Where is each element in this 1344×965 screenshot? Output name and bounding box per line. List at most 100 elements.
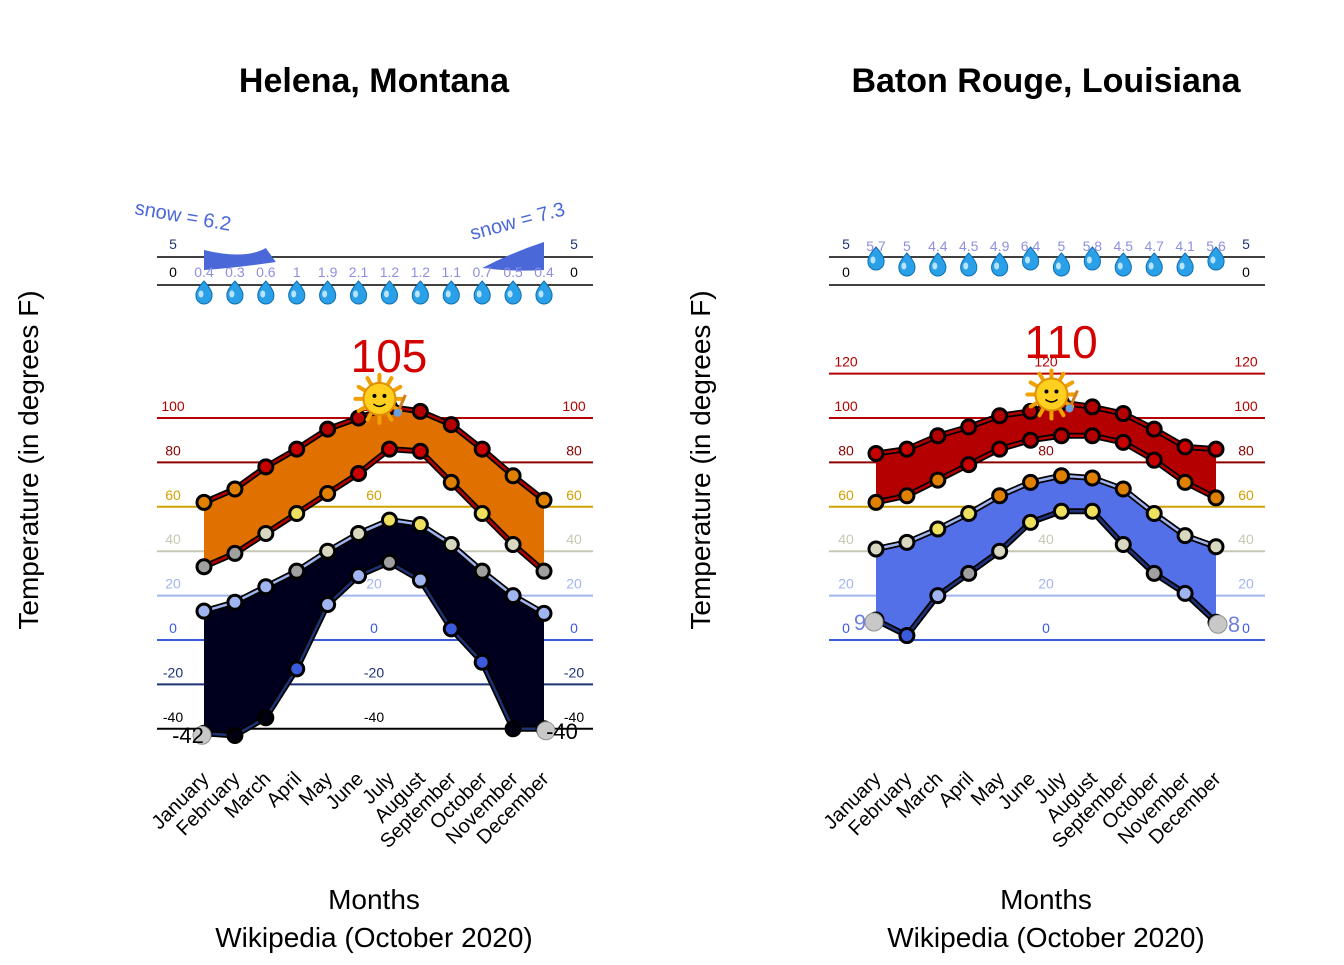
data-point [257,524,275,542]
raindrop-shape [1145,252,1163,277]
precip-value-label: 4.9 [990,238,1010,254]
data-point [257,709,275,727]
raindrop-icon [1021,246,1040,271]
precip-scale-max-left: 5 [842,236,850,252]
data-point [1022,473,1040,491]
y-tick-label-left: -40 [163,709,183,725]
record-high-label: 110 [1024,316,1097,368]
raindrop-icon [898,252,916,277]
raindrop-shape [1114,252,1132,277]
record-high-label: 105 [351,330,428,382]
raindrop-shape [535,280,553,305]
chart-panel-1: Helena, Montana Temperature (in degrees F… [13,62,593,953]
warm-band [876,402,1216,503]
data-point [442,416,460,434]
sun-mouth [372,403,386,408]
raindrop-icon [867,246,885,271]
record-low-label-right: -40 [546,719,578,744]
raindrop-shape [1052,252,1071,277]
y-tick-label-center: 80 [1038,442,1054,458]
precip-value-label: 4.1 [1175,238,1195,254]
raindrop-highlight [291,290,297,298]
raindrop-shape [195,280,213,305]
precip-value-label: 1.1 [442,264,462,280]
data-point [473,440,491,458]
raindrop-highlight [445,290,451,298]
precip-scale-min-right: 0 [1242,264,1250,280]
raindrop-icon [1145,252,1163,277]
sun-face [362,381,397,416]
data-point [1022,513,1040,531]
data-point [1083,469,1101,487]
raindrop-icon [349,280,368,305]
sun-mouth [1044,398,1058,403]
raindrop-highlight [901,262,907,270]
raindrop-shape [349,280,368,305]
precip-value-label: 6.4 [1021,238,1041,254]
data-point [991,407,1009,425]
precip-value-label: 1.2 [380,264,400,280]
data-point [1052,502,1070,520]
data-point [350,409,368,427]
data-point [867,493,885,511]
precip-value-label: 0.6 [256,264,276,280]
data-point [1083,427,1101,445]
raindrop-shape [867,246,885,271]
y-tick-label-center: 20 [1038,576,1054,592]
y-tick-label-right: 80 [1238,442,1254,458]
data-point [411,402,429,420]
y-tick-label-center: 120 [1034,354,1058,370]
data-point [1114,480,1132,498]
precip-value-label: 0.4 [534,264,554,280]
data-point [1207,538,1225,556]
data-point [898,487,916,505]
data-point [929,520,947,538]
raindrop-shape [1021,246,1040,271]
raindrop-icon [1052,252,1071,277]
data-point [535,491,553,509]
data-point [442,536,460,554]
y-tick-label-right: 80 [566,442,582,458]
data-point [1176,527,1194,545]
y-tick-label-left: 40 [838,531,854,547]
data-point [350,567,368,585]
data-point [929,427,947,445]
data-point [1052,467,1070,485]
sun-eye [1044,389,1049,394]
snow-shape-right [482,242,544,271]
data-point [319,484,337,502]
chart-title: Helena, Montana [239,62,510,100]
data-point [535,604,553,622]
data-point [504,536,522,554]
data-point [1207,489,1225,507]
precip-value-label: 4.5 [1114,238,1134,254]
y-tick-label-left: 80 [838,442,854,458]
record-low-label-right: 8 [1228,612,1240,637]
data-point [1207,440,1225,458]
data-point [1114,433,1132,451]
precip-scale-min-right: 0 [570,264,578,280]
raindrop-shape [442,280,460,305]
data-point [319,595,337,613]
data-point [991,542,1009,560]
y-axis-label: Temperature (in degrees F) [13,290,44,629]
data-point [1176,438,1194,456]
cool-band [876,475,1216,636]
data-point [960,418,978,436]
precip-scale-max-right: 5 [1242,236,1250,252]
raindrop-icon [226,280,244,305]
data-point [195,602,213,620]
raindrop-shape [991,252,1009,277]
y-tick-label-right: 20 [566,576,582,592]
raindrop-shape [411,280,429,305]
raindrop-highlight [383,290,389,298]
y-tick-label-right: 0 [570,620,578,636]
y-tick-label-center: 20 [366,576,382,592]
snow-left-label: snow = 6.2 [133,197,233,236]
data-point [473,504,491,522]
precip-value-label: 5.8 [1083,238,1103,254]
data-point [898,440,916,458]
raindrop-shape [898,252,916,277]
data-point [411,442,429,460]
raindrop-shape [504,280,522,305]
